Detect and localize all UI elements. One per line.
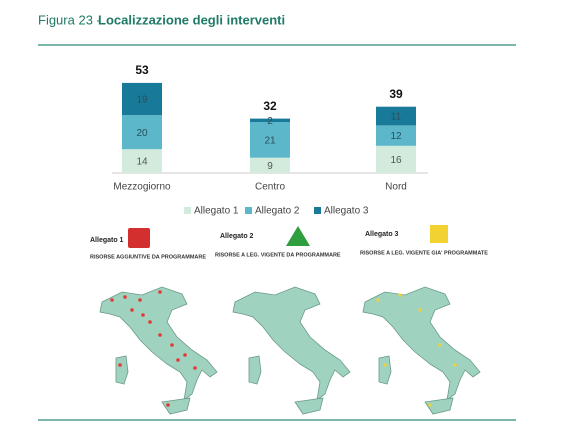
bar-segment [122,82,162,116]
segment-label: 21 [264,135,276,146]
legend-label: Allegato 3 [324,206,369,217]
legend-swatch [184,207,191,214]
panel-caption: RISORSE AGGIUNTIVE DA PROGRAMMARE [90,254,206,260]
segment-label: 16 [390,155,402,166]
segment-label: 11 [391,112,402,123]
map [232,286,351,415]
panel-1: Allegato 1 RISORSE AGGIUNTIVE DA PROGRAM… [90,228,218,415]
bar-segment [122,115,162,150]
legend: Allegato 1 Allegato 2 Allegato 3 [184,206,369,217]
segment-label: 12 [390,131,402,142]
panel-label: Allegato 2 [220,233,254,240]
segment-label: 9 [267,161,273,172]
total-label: 53 [135,63,149,77]
map [362,286,481,415]
map-dots [376,293,457,407]
bar-chart: 14 20 19 53 Mezzogiorno 9 21 2 32 Centro 16 12 11 39 N… [113,63,416,193]
panel-caption: RISORSE A LEG. VIGENTE DA PROGRAMMARE [215,252,341,258]
panel-2: Allegato 2 RISORSE A LEG. VIGENTE DA PRO… [215,226,351,415]
panel-caption: RISORSE A LEG. VIGENTE GIA' PROGRAMMATE [360,250,488,256]
icon [128,228,150,248]
panel-3: Allegato 3 RISORSE A LEG. VIGENTE GIA' P… [360,225,488,415]
bar-segment [250,122,290,158]
bar-segment [376,145,416,173]
legend-label: Allegato 1 [194,206,239,217]
chart-title: Localizzazione degli interventi [98,12,285,27]
bar-segment [250,118,290,122]
panel-label: Allegato 1 [90,237,124,244]
x-tick-label: Nord [385,182,407,193]
x-tick-label: Mezzogiorno [113,182,171,193]
legend-label: Allegato 2 [255,206,300,217]
bar-segment [376,106,416,126]
segment-label: 19 [136,95,148,106]
segment-label: 2 [267,116,273,127]
bar-segment [376,125,416,146]
bar-segment [250,157,290,173]
legend-swatch [245,207,252,214]
map [99,286,218,415]
panel-label: Allegato 3 [365,231,399,238]
bar-segment [122,149,162,173]
segment-label: 20 [136,128,148,139]
legend-swatch [314,207,321,214]
x-tick-label: Centro [255,182,285,193]
icon [430,225,448,243]
segment-label: 14 [136,157,148,168]
total-label: 32 [263,99,277,113]
total-label: 39 [389,87,403,101]
icon [286,226,310,246]
figure-number: Figura 23 - [38,12,101,27]
map-dots [110,290,197,407]
